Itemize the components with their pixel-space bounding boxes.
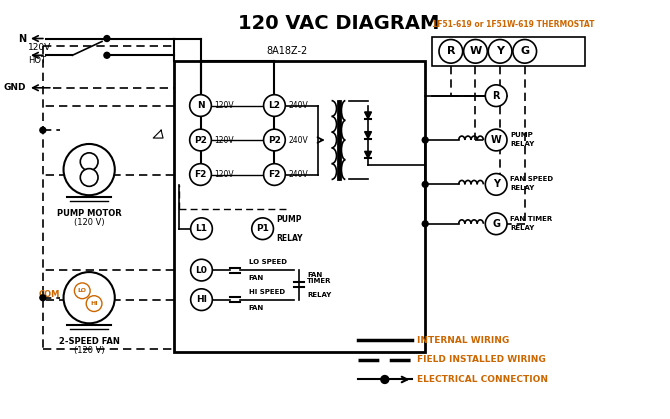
Text: L0: L0	[196, 266, 208, 274]
Circle shape	[485, 173, 507, 195]
Circle shape	[80, 168, 98, 186]
Text: INTERNAL WIRING: INTERNAL WIRING	[417, 336, 510, 344]
Circle shape	[104, 36, 110, 41]
Circle shape	[190, 164, 211, 185]
Text: R: R	[492, 91, 500, 101]
Text: FIELD INSTALLED WIRING: FIELD INSTALLED WIRING	[417, 355, 546, 364]
Text: 120V: 120V	[214, 170, 234, 179]
Circle shape	[485, 129, 507, 151]
Text: F2: F2	[194, 170, 207, 179]
Text: 8A18Z-2: 8A18Z-2	[267, 46, 308, 56]
Circle shape	[263, 164, 285, 185]
Text: FAN TIMER: FAN TIMER	[510, 216, 552, 222]
Circle shape	[191, 289, 212, 310]
Text: PUMP: PUMP	[510, 132, 533, 138]
Text: N: N	[18, 34, 26, 44]
Text: 240V: 240V	[288, 170, 308, 179]
Text: G: G	[492, 219, 500, 229]
Text: 1F51-619 or 1F51W-619 THERMOSTAT: 1F51-619 or 1F51W-619 THERMOSTAT	[432, 20, 594, 29]
Text: N: N	[197, 101, 204, 110]
Circle shape	[422, 221, 428, 227]
Text: (120 V): (120 V)	[74, 346, 105, 355]
Circle shape	[80, 153, 98, 171]
Circle shape	[513, 39, 537, 63]
Text: R: R	[447, 47, 455, 56]
Text: LO SPEED: LO SPEED	[249, 259, 287, 265]
Text: FAN: FAN	[307, 272, 322, 278]
Text: 240V: 240V	[288, 101, 308, 110]
Text: HOT: HOT	[28, 56, 46, 65]
Text: FAN: FAN	[249, 305, 264, 310]
Text: P2: P2	[194, 135, 207, 145]
Circle shape	[422, 137, 428, 143]
Circle shape	[190, 129, 211, 151]
Circle shape	[191, 218, 212, 240]
Circle shape	[64, 272, 115, 323]
Text: PUMP: PUMP	[277, 215, 302, 224]
Polygon shape	[364, 132, 371, 139]
Text: L1: L1	[196, 224, 208, 233]
Text: 120V: 120V	[214, 101, 234, 110]
Text: P2: P2	[268, 135, 281, 145]
Text: L2: L2	[269, 101, 281, 110]
Text: HI: HI	[196, 295, 207, 304]
Text: RELAY: RELAY	[277, 234, 303, 243]
Text: 240V: 240V	[288, 135, 308, 145]
Circle shape	[485, 213, 507, 235]
Text: 120V: 120V	[214, 135, 234, 145]
Circle shape	[464, 39, 487, 63]
Text: RELAY: RELAY	[307, 292, 331, 298]
Text: COM: COM	[38, 290, 60, 299]
Text: 120V: 120V	[28, 43, 52, 52]
Text: W: W	[470, 47, 482, 56]
Circle shape	[40, 127, 46, 133]
Text: P1: P1	[256, 224, 269, 233]
Bar	[174, 61, 425, 352]
Circle shape	[485, 85, 507, 106]
Text: W: W	[491, 135, 502, 145]
Text: RELAY: RELAY	[510, 141, 534, 147]
Text: G: G	[520, 47, 529, 56]
Text: RELAY: RELAY	[510, 185, 534, 191]
Text: ELECTRICAL CONNECTION: ELECTRICAL CONNECTION	[417, 375, 548, 384]
Circle shape	[252, 218, 273, 240]
Circle shape	[422, 181, 428, 187]
Circle shape	[86, 296, 102, 311]
Circle shape	[74, 283, 90, 299]
Text: FAN: FAN	[249, 275, 264, 281]
Text: RELAY: RELAY	[510, 225, 534, 231]
Text: FAN SPEED: FAN SPEED	[510, 176, 553, 182]
Circle shape	[190, 95, 211, 116]
Circle shape	[488, 39, 512, 63]
Circle shape	[64, 144, 115, 195]
Circle shape	[263, 95, 285, 116]
Circle shape	[191, 259, 212, 281]
Text: Y: Y	[496, 47, 504, 56]
Circle shape	[40, 295, 46, 301]
Text: 2-SPEED FAN: 2-SPEED FAN	[59, 337, 120, 346]
Circle shape	[381, 375, 389, 383]
Circle shape	[104, 52, 110, 58]
Text: F2: F2	[268, 170, 281, 179]
Circle shape	[263, 129, 285, 151]
Text: GND: GND	[3, 83, 26, 92]
Text: PUMP MOTOR: PUMP MOTOR	[57, 209, 121, 218]
Circle shape	[439, 39, 463, 63]
Text: TIMER: TIMER	[307, 278, 332, 284]
Text: HI: HI	[90, 301, 98, 306]
Text: (120 V): (120 V)	[74, 218, 105, 227]
Polygon shape	[364, 112, 371, 119]
Text: LO: LO	[78, 288, 86, 293]
Text: 120 VAC DIAGRAM: 120 VAC DIAGRAM	[238, 14, 439, 33]
Text: Y: Y	[492, 179, 500, 189]
Bar	[432, 36, 585, 66]
Text: HI SPEED: HI SPEED	[249, 289, 285, 295]
Polygon shape	[364, 151, 371, 158]
